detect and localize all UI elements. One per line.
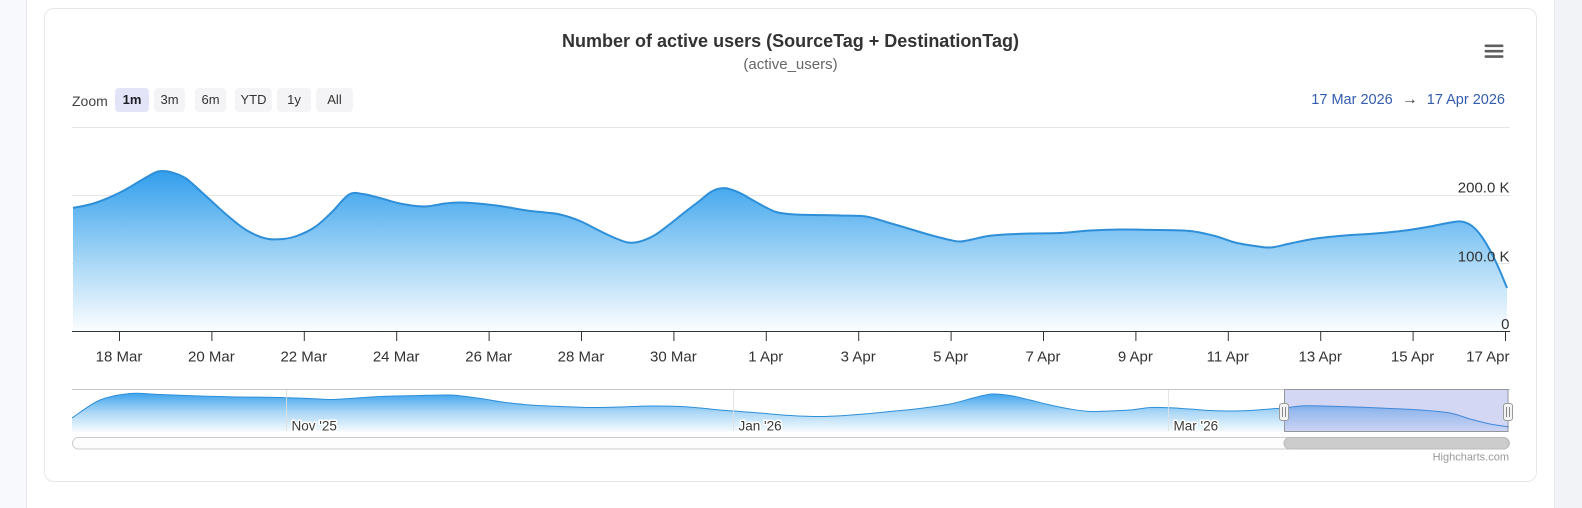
svg-text:100.0 K: 100.0 K [1458,249,1510,266]
svg-text:11 Apr: 11 Apr [1207,349,1249,366]
svg-text:Mar '26: Mar '26 [1174,419,1219,434]
svg-text:Nov '25: Nov '25 [292,419,337,434]
svg-text:13 Apr: 13 Apr [1299,349,1342,366]
svg-text:17 Apr: 17 Apr [1466,349,1509,366]
svg-text:Highcharts.com: Highcharts.com [1433,452,1509,464]
svg-text:15 Apr: 15 Apr [1391,349,1434,366]
svg-text:18 Mar: 18 Mar [96,349,143,366]
svg-text:20 Mar: 20 Mar [188,349,235,366]
svg-text:9 Apr: 9 Apr [1118,349,1153,366]
svg-text:3 Apr: 3 Apr [841,349,876,366]
svg-text:Jan '26: Jan '26 [739,419,782,434]
svg-text:22 Mar: 22 Mar [280,349,327,366]
svg-text:7 Apr: 7 Apr [1025,349,1060,366]
svg-text:0: 0 [1501,316,1509,333]
svg-text:200.0 K: 200.0 K [1458,180,1510,197]
svg-text:1 Apr: 1 Apr [748,349,783,366]
svg-text:28 Mar: 28 Mar [558,349,605,366]
svg-text:26 Mar: 26 Mar [465,349,512,366]
svg-text:5 Apr: 5 Apr [933,349,968,366]
svg-text:24 Mar: 24 Mar [373,349,420,366]
svg-text:30 Mar: 30 Mar [650,349,697,366]
